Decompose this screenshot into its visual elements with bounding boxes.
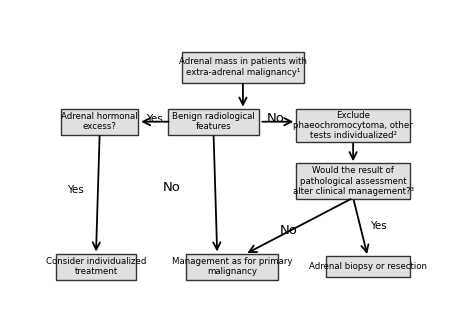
Text: Would the result of
pathological assessment
alter clinical management?³: Would the result of pathological assessm… — [292, 166, 414, 196]
Text: Exclude
phaeochromocytoma, other
tests individualized²: Exclude phaeochromocytoma, other tests i… — [293, 110, 413, 140]
FancyBboxPatch shape — [55, 254, 137, 280]
Text: Yes: Yes — [371, 221, 387, 231]
Text: Yes: Yes — [146, 114, 163, 124]
Text: No: No — [163, 181, 180, 194]
Text: Management as for primary
malignancy: Management as for primary malignancy — [172, 257, 292, 277]
Text: No: No — [280, 224, 298, 237]
FancyBboxPatch shape — [182, 52, 303, 83]
Text: Adrenal hormonal
excess?: Adrenal hormonal excess? — [61, 112, 138, 131]
FancyBboxPatch shape — [326, 256, 410, 277]
Text: No: No — [267, 112, 285, 125]
Text: Adrenal biopsy or resection: Adrenal biopsy or resection — [309, 262, 427, 271]
FancyBboxPatch shape — [296, 163, 410, 199]
FancyBboxPatch shape — [186, 254, 278, 280]
Text: Adrenal mass in patients with
extra-adrenal malignancy¹: Adrenal mass in patients with extra-adre… — [179, 57, 307, 77]
FancyBboxPatch shape — [61, 109, 138, 135]
Text: Consider individualized
treatment: Consider individualized treatment — [46, 257, 146, 277]
FancyBboxPatch shape — [296, 109, 410, 142]
Text: Benign radiological
features: Benign radiological features — [172, 112, 255, 131]
Text: Yes: Yes — [67, 185, 84, 195]
FancyBboxPatch shape — [168, 109, 259, 135]
